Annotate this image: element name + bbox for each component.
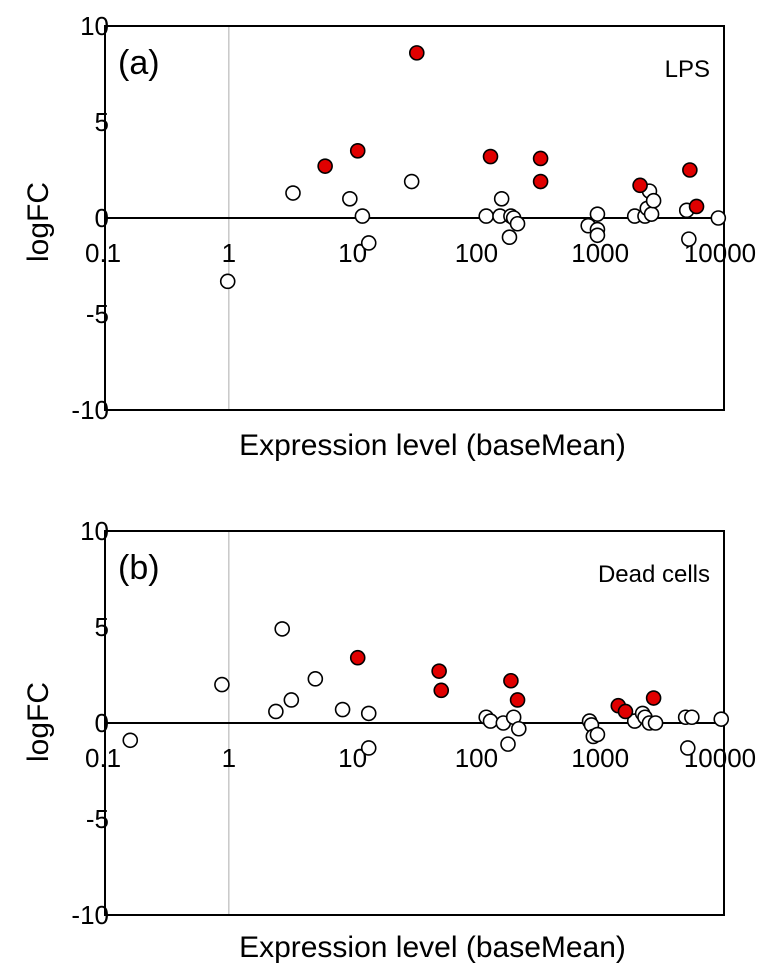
data-point xyxy=(360,740,377,756)
data-point xyxy=(647,715,664,731)
data-point-significant xyxy=(509,692,526,708)
y-axis-title: logFC xyxy=(22,182,55,262)
data-point-significant xyxy=(532,150,549,167)
x-tick-label: 10000 xyxy=(684,238,756,268)
x-tick-label: 10000 xyxy=(684,743,756,773)
y-tick-label: -10 xyxy=(71,900,109,930)
data-point-significant xyxy=(688,198,705,215)
x-tick-label: 100 xyxy=(455,238,498,268)
x-axis-title: Expression level (baseMean) xyxy=(239,931,626,964)
data-point xyxy=(307,671,324,687)
data-point-significant xyxy=(503,672,519,689)
data-point xyxy=(713,711,730,727)
data-point xyxy=(122,732,139,749)
panel-label: (a) xyxy=(118,44,160,82)
x-axis-title: Expression level (baseMean) xyxy=(239,429,626,462)
data-point xyxy=(589,726,606,743)
data-point xyxy=(643,206,660,222)
data-point xyxy=(589,227,606,244)
data-point xyxy=(500,736,516,752)
y-tick-label: -10 xyxy=(71,395,109,425)
data-point xyxy=(501,229,518,245)
data-point xyxy=(403,173,420,190)
data-point xyxy=(214,676,230,693)
y-tick-label: 10 xyxy=(80,11,109,41)
data-point xyxy=(589,206,606,222)
data-point xyxy=(354,208,371,224)
y-tick-label: 0 xyxy=(95,203,109,233)
data-point xyxy=(482,713,499,729)
x-tick-label: 1 xyxy=(222,743,236,773)
panel-label: (b) xyxy=(118,549,160,587)
y-tick-label: 5 xyxy=(95,612,109,642)
data-point xyxy=(274,621,291,637)
data-point-significant xyxy=(349,143,366,159)
data-point-significant xyxy=(682,162,698,178)
data-point xyxy=(679,740,696,756)
annotation-label: LPS xyxy=(665,56,710,83)
data-point-significant xyxy=(349,649,366,666)
data-point-significant xyxy=(482,148,499,165)
data-point xyxy=(342,191,358,207)
data-point-significant xyxy=(532,173,549,190)
data-point xyxy=(684,709,700,726)
data-point xyxy=(285,185,301,201)
data-point xyxy=(509,215,526,232)
data-point-significant xyxy=(645,690,662,706)
data-point xyxy=(268,703,284,720)
y-tick-label: 10 xyxy=(80,516,109,546)
x-tick-label: 0.1 xyxy=(85,238,121,268)
data-point xyxy=(219,273,236,290)
data-point xyxy=(283,692,300,708)
data-point xyxy=(478,208,495,224)
data-point xyxy=(360,235,377,251)
data-point xyxy=(710,210,727,226)
data-point xyxy=(493,191,510,207)
data-point xyxy=(334,701,351,718)
data-point-significant xyxy=(617,703,634,720)
data-point-significant xyxy=(317,158,333,174)
y-axis-title: logFC xyxy=(22,682,55,762)
y-tick-label: 5 xyxy=(95,107,109,137)
data-point-significant xyxy=(408,45,425,61)
y-tick-label: -5 xyxy=(86,804,109,834)
x-tick-label: 0.1 xyxy=(85,743,121,773)
x-tick-label: 100 xyxy=(455,743,498,773)
data-point xyxy=(645,192,662,209)
data-point-significant xyxy=(632,177,648,194)
data-point-significant xyxy=(431,663,447,679)
data-point xyxy=(681,231,697,247)
x-tick-label: 1 xyxy=(222,238,236,268)
x-tick-label: 1000 xyxy=(571,238,629,268)
y-tick-label: 0 xyxy=(95,708,109,738)
data-point xyxy=(510,720,527,737)
x-tick-label: 1000 xyxy=(571,743,629,773)
data-point-significant xyxy=(433,682,450,699)
data-point xyxy=(360,705,377,722)
annotation-label: Dead cells xyxy=(598,561,710,588)
y-tick-label: -5 xyxy=(86,299,109,329)
